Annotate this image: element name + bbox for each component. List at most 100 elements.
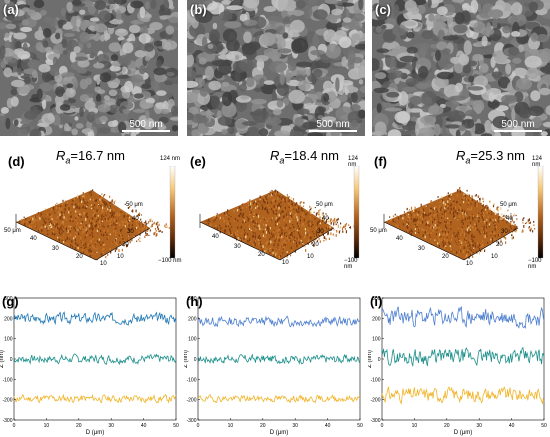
afm-speckle bbox=[463, 201, 465, 204]
afm-speckle bbox=[96, 204, 98, 208]
afm-speckle bbox=[471, 213, 473, 215]
afm-speckle bbox=[478, 220, 480, 222]
sem-grain bbox=[524, 55, 542, 69]
afm-speckle bbox=[92, 238, 94, 240]
axis-y-label: 50 μm bbox=[500, 202, 517, 208]
afm-speckle bbox=[444, 234, 446, 236]
afm-speckle bbox=[225, 225, 227, 228]
afm-speckle bbox=[472, 226, 474, 229]
afm-speckle bbox=[418, 227, 420, 230]
afm-speckle bbox=[459, 211, 461, 213]
afm-speckle bbox=[98, 241, 101, 244]
sem-grain bbox=[401, 21, 417, 27]
sem-grain bbox=[358, 79, 364, 85]
afm-speckle bbox=[450, 247, 452, 250]
afm-speckle bbox=[90, 204, 93, 206]
afm-speckle bbox=[394, 221, 396, 223]
afm-speckle bbox=[513, 221, 515, 224]
afm-speckle bbox=[487, 241, 489, 244]
sem-grain bbox=[79, 106, 84, 118]
sem-grain bbox=[449, 95, 466, 101]
afm-speckle bbox=[273, 205, 275, 208]
afm-speckle bbox=[489, 218, 491, 222]
afm-speckle bbox=[255, 220, 257, 223]
afm-speckle bbox=[66, 230, 68, 232]
afm-speckle bbox=[460, 239, 462, 242]
afm-speckle bbox=[480, 209, 483, 213]
afm-speckle bbox=[227, 222, 229, 225]
afm-speckle bbox=[101, 253, 103, 256]
x-axis-label: D (μm) bbox=[270, 430, 288, 436]
afm-speckle bbox=[41, 225, 43, 229]
afm-speckle bbox=[259, 241, 261, 245]
afm-speckle bbox=[407, 225, 409, 227]
afm-speckle bbox=[137, 232, 139, 234]
afm-speckle bbox=[57, 212, 59, 214]
sem-grain bbox=[140, 17, 151, 23]
afm-speckle bbox=[250, 211, 252, 214]
afm-speckle bbox=[95, 242, 97, 244]
afm-speckle bbox=[139, 233, 141, 236]
afm-speckle bbox=[84, 200, 86, 204]
sem-grain bbox=[13, 32, 27, 40]
afm-speckle bbox=[349, 227, 351, 228]
sem-grain bbox=[63, 99, 70, 105]
afm-speckle bbox=[94, 242, 97, 245]
afm-speckle bbox=[301, 224, 303, 227]
afm-speckle bbox=[77, 215, 79, 218]
afm-speckle bbox=[271, 232, 273, 236]
afm-speckle bbox=[216, 213, 218, 215]
afm-speckle bbox=[392, 219, 394, 223]
afm-speckle bbox=[477, 213, 479, 216]
afm-speckle bbox=[463, 210, 466, 213]
afm-speckle bbox=[241, 204, 243, 206]
afm-speckle bbox=[46, 213, 48, 217]
afm-speckle bbox=[296, 236, 298, 240]
afm-speckle bbox=[130, 239, 133, 241]
afm-speckle bbox=[482, 218, 484, 221]
axis-tick: 20 bbox=[442, 254, 449, 260]
afm-speckle bbox=[248, 217, 250, 220]
afm-speckle bbox=[421, 228, 423, 231]
afm-speckle bbox=[141, 227, 143, 231]
afm-speckle bbox=[273, 244, 275, 247]
sem-grain bbox=[166, 72, 175, 77]
afm-speckle bbox=[131, 224, 133, 227]
afm-speckle bbox=[484, 221, 486, 224]
afm-speckle bbox=[126, 219, 129, 222]
afm-speckle bbox=[119, 233, 121, 236]
afm-speckle bbox=[425, 213, 427, 217]
afm-speckle bbox=[107, 229, 109, 232]
afm-speckle bbox=[145, 231, 147, 234]
afm-speckle bbox=[272, 252, 274, 254]
afm-speckle bbox=[327, 228, 330, 230]
afm-speckle bbox=[102, 241, 104, 244]
afm-speckle bbox=[113, 230, 115, 233]
afm-speckle bbox=[468, 248, 470, 250]
afm-speckle bbox=[466, 189, 468, 192]
afm-speckle bbox=[278, 213, 280, 217]
sem-grain bbox=[219, 11, 233, 21]
axis-tick: 20 bbox=[496, 242, 503, 248]
afm-speckle bbox=[98, 231, 100, 234]
sem-grain bbox=[168, 55, 176, 67]
afm-speckle bbox=[210, 223, 212, 226]
afm-speckle bbox=[104, 208, 106, 209]
afm-speckle bbox=[40, 226, 42, 229]
afm-speckle bbox=[473, 247, 475, 249]
y-tick-label: 0 bbox=[378, 357, 381, 363]
afm-speckle bbox=[113, 211, 115, 215]
afm-speckle bbox=[425, 230, 427, 233]
y-tick-label: -200 bbox=[186, 398, 196, 404]
afm-speckle bbox=[277, 204, 279, 208]
afm-speckle bbox=[100, 232, 103, 236]
afm-speckle bbox=[459, 186, 461, 189]
sem-grain bbox=[224, 21, 242, 29]
afm-speckle bbox=[319, 229, 321, 232]
sem-grain bbox=[296, 108, 310, 115]
sem-texture bbox=[372, 0, 550, 136]
afm-speckle bbox=[91, 217, 93, 220]
sem-grain bbox=[171, 105, 178, 116]
afm-speckle bbox=[288, 238, 290, 242]
sem-grain bbox=[100, 34, 105, 42]
